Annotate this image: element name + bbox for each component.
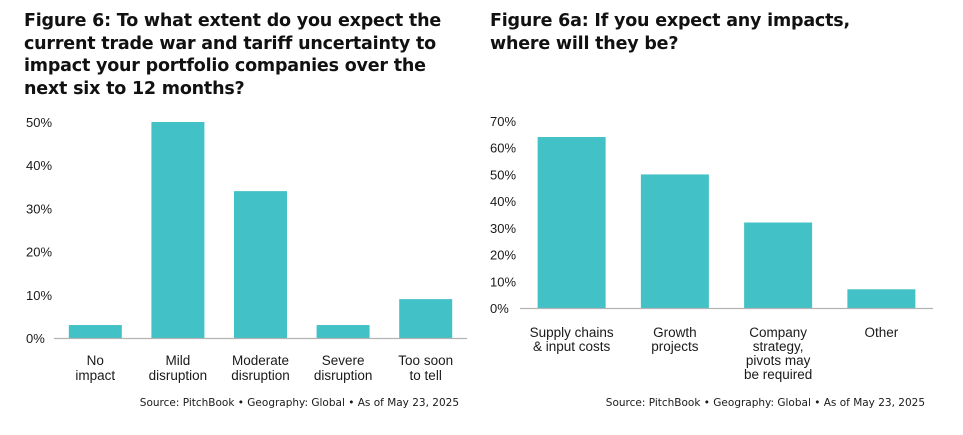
bar [316, 325, 370, 338]
bar [399, 299, 453, 338]
y-tick-label: 0% [26, 331, 45, 346]
chart-title: Figure 6: To what extent do you expect t… [24, 11, 442, 99]
y-tick-label: 10% [26, 288, 52, 303]
bar [640, 174, 709, 308]
y-tick-label: 40% [26, 158, 52, 173]
chart-title: Figure 6a: If you expect any impacts, wh… [490, 11, 850, 54]
x-category-label: Other [864, 325, 898, 340]
y-tick-label: 30% [490, 221, 516, 236]
x-category-label: Supply chains & input costs [530, 325, 614, 354]
y-tick-label: 50% [26, 115, 52, 130]
bar [537, 137, 606, 308]
y-tick-label: 70% [490, 114, 516, 129]
y-tick-label: 10% [490, 274, 516, 289]
x-category-label: Growth projects [651, 325, 699, 354]
y-tick-label: 0% [490, 301, 509, 316]
y-tick-label: 60% [490, 141, 516, 156]
y-tick-label: 40% [490, 194, 516, 209]
y-tick-label: 20% [26, 245, 52, 260]
x-category-label: Too soon to tell [398, 353, 453, 383]
y-tick-label: 20% [490, 248, 516, 263]
x-category-label: No impact [75, 353, 115, 383]
x-category-label: Severe disruption [314, 353, 373, 383]
source-note: Source: PitchBook • Geography: Global • … [605, 397, 925, 409]
bar [151, 122, 205, 338]
bar [234, 191, 287, 338]
figure-6-chart: 0% 10% 20% 30% 40% 50% No impact Mild disruption M… [26, 115, 467, 383]
x-category-label: Moderate disruption [231, 353, 290, 383]
bar [744, 222, 813, 308]
y-tick-label: 30% [26, 201, 52, 216]
bar [847, 289, 916, 308]
y-tick-label: 50% [490, 167, 516, 182]
x-category-label: Company strategy, pivots may be required [744, 325, 812, 382]
source-note: Source: PitchBook • Geography: Global • … [139, 397, 459, 409]
figure-6-panel: Figure 6: To what extent do you expect t… [0, 0, 480, 435]
figure-6a-panel: Figure 6a: If you expect any impacts, wh… [480, 0, 963, 435]
bar [68, 325, 122, 338]
figure-6a-chart: 0% 10% 20% 30% 40% 50% 60% 70% Supply chains & in… [490, 114, 933, 382]
x-category-label: Mild disruption [149, 353, 208, 383]
